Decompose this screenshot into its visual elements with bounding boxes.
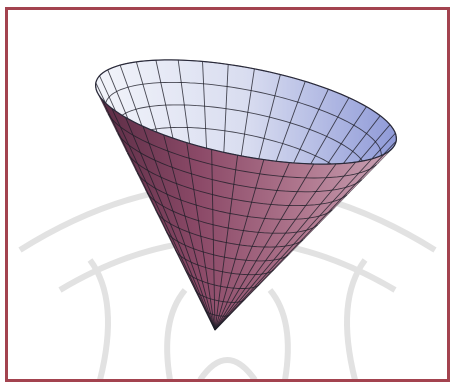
outer-mesh-line xyxy=(117,133,363,193)
outer-mesh-line xyxy=(166,231,289,262)
outer-mesh-line xyxy=(107,113,377,179)
rim xyxy=(94,59,398,165)
outer-mesh-line xyxy=(175,251,275,276)
outer-mesh-line xyxy=(204,310,231,317)
outer-mesh-line xyxy=(146,192,319,234)
outer-mesh-line xyxy=(185,270,260,289)
frame xyxy=(5,7,450,382)
cone xyxy=(94,59,398,331)
outer-mesh-line xyxy=(156,211,304,248)
outer-mesh-line xyxy=(127,152,348,207)
outer-mesh-line xyxy=(136,172,333,220)
outer-mesh-line xyxy=(195,290,245,303)
